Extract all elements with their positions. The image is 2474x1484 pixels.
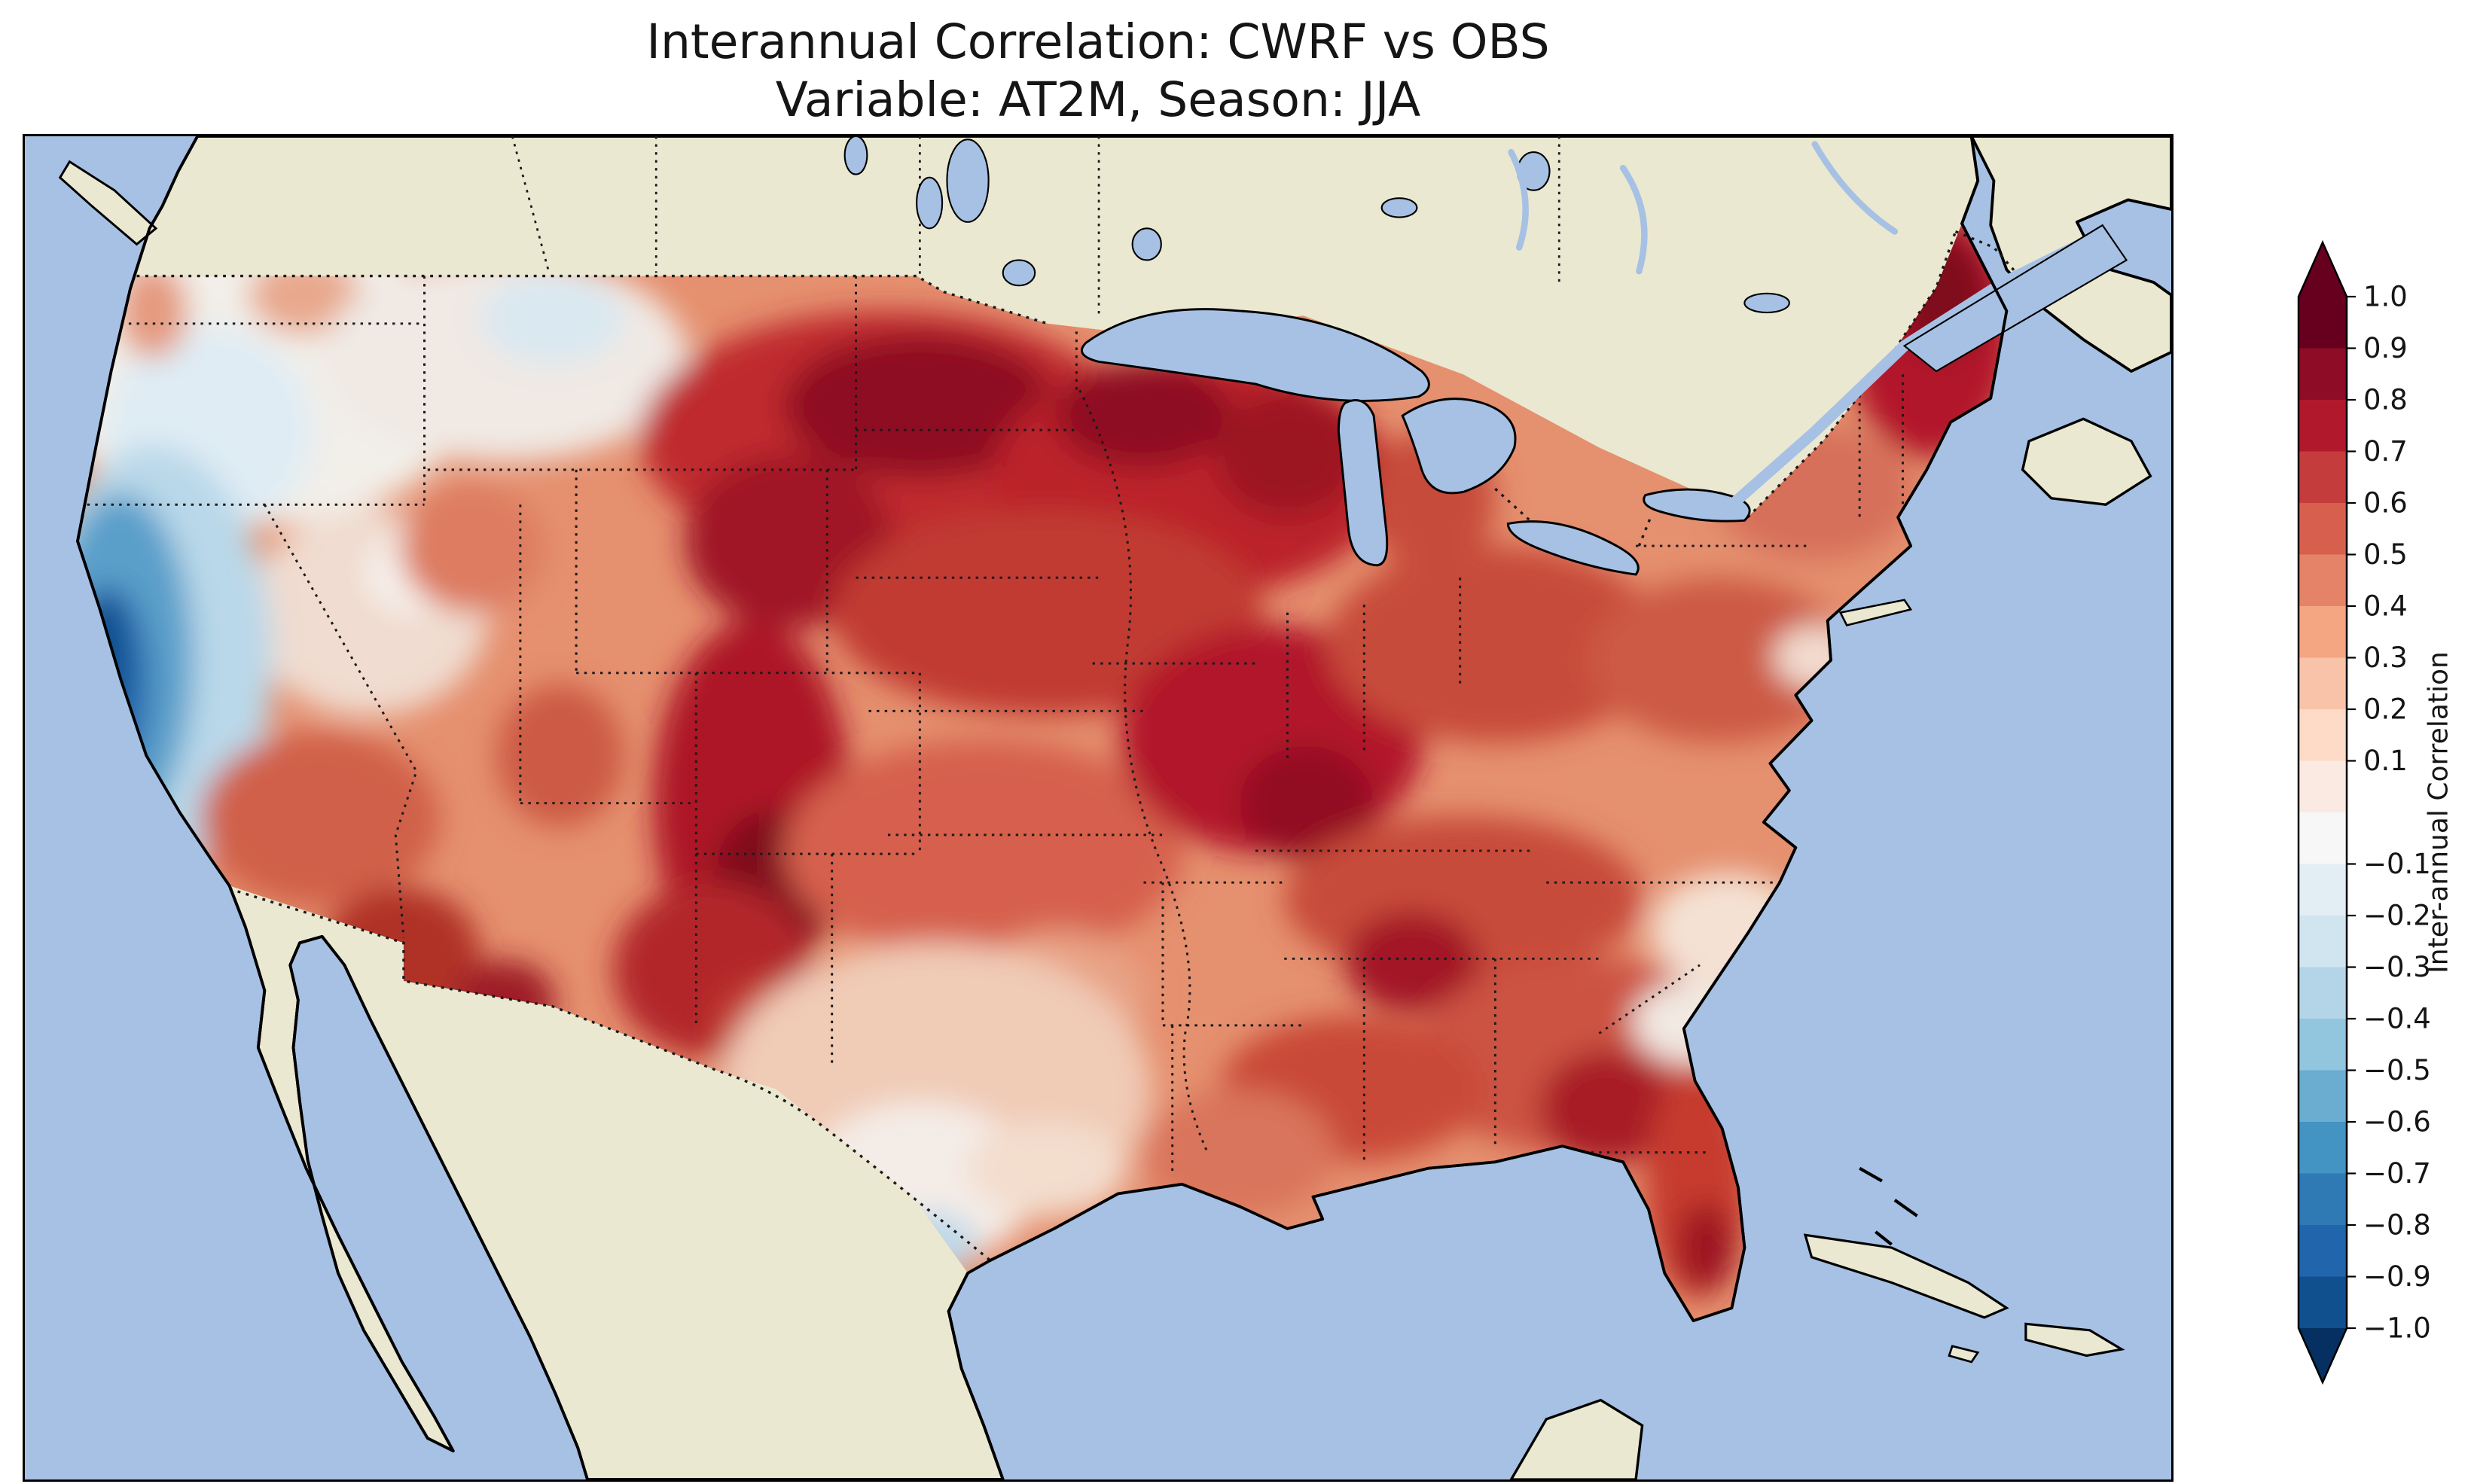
yucatan-peninsula [1509,1398,1644,1479]
colorbar-tick-label: 0.1 [2363,745,2408,777]
title-line-1: Interannual Correlation: CWRF vs OBS [646,14,1550,69]
vancouver-island [58,160,158,246]
field-blob [1588,577,1850,743]
canada-province-borders [511,136,1560,319]
cuba-island [1803,1233,2009,1319]
lake-of-the-woods [1002,259,1036,287]
colorbar-tick-label: 0.4 [2363,590,2408,623]
colorbar-tick-label: −0.2 [2363,900,2431,932]
canadian-rivers [1508,141,1899,275]
field-blob [1327,546,1664,743]
field-blob [1215,390,1359,518]
colorbar-segment [2299,348,2347,401]
colorbar-upper-arrow [2299,242,2347,297]
colorbar-ticks: 1.0 0.9 0.8 0.7 0.6 0.5 0.4 0.3 0.2 0.1 −0.1 −0.2 −0… [2347,281,2431,1345]
colorbar-tick-label: −0.1 [2363,848,2431,880]
figure-title: Interannual Correlation: CWRF vs OBS Var… [23,14,2174,130]
colorbar-tick-label: −0.5 [2363,1054,2431,1086]
colorbar-arrows [2299,242,2347,1382]
colorbar-tick-label: 1.0 [2363,281,2408,313]
field-blob [831,509,1264,716]
nova-scotia [2021,417,2152,506]
colorbar-tick-label: 0.9 [2363,332,2408,364]
colorbar-segment [2299,967,2347,1019]
colorbar-tick-label: −0.8 [2363,1209,2431,1242]
colorbar-segment [2299,400,2347,453]
canadian-lakes [843,136,1790,314]
ottawa-river-lake [1743,292,1790,314]
jamaica-island [1948,1345,1980,1364]
lake-superior [1081,308,1430,402]
colorbar-lower-arrow [2299,1328,2347,1382]
field-blob [1539,1050,1675,1166]
colorbar-segment [2299,1225,2347,1278]
colorbar-segment [2299,812,2347,865]
colorbar-axis-label: Inter-annual Correlation [2423,651,2454,974]
colorbar-tick-label: 0.2 [2363,693,2408,726]
lake-winnipeg [946,139,990,223]
field-blob [400,485,545,613]
colorbar-segment [2299,503,2347,556]
field-blob [1239,745,1374,861]
colorbar-tick-label: −0.4 [2363,1003,2431,1035]
colorbar-segment [2299,709,2347,762]
small-lake [843,136,868,175]
colorbar-segment [2299,760,2347,813]
field-blob [784,739,1184,962]
conus-correlation-map [25,136,2171,1479]
colorbar-tick-label: 0.7 [2363,435,2408,468]
field-blob [117,263,188,359]
field-blob [200,731,441,907]
lake-manitoba [916,176,944,230]
colorbar-segments [2299,297,2347,1329]
field-blob [1677,1203,1735,1293]
field-blob [1344,911,1480,1013]
colorbar-tick-label: −1.0 [2363,1312,2431,1345]
field-blob [496,684,624,827]
colorbar-tick-label: 0.3 [2363,641,2408,674]
colorbar-segment [2299,554,2347,607]
colorbar-segment [2299,916,2347,968]
lake-nipigon [1131,227,1162,261]
title-line-2: Variable: AT2M, Season: JJA [775,72,1421,127]
colorbar-tick-label: 0.8 [2363,384,2408,416]
long-island [1838,599,1913,626]
colorbar-segment [2299,1019,2347,1071]
colorbar-segment [2299,657,2347,710]
field-blob [1055,361,1232,467]
lake-michigan [1337,399,1389,567]
colorbar-tick-label: −0.9 [2363,1260,2431,1293]
colorbar-segment [2299,864,2347,916]
field-blob [1143,1089,1336,1216]
great-lakes [1081,308,1751,576]
small-lake [1380,197,1418,218]
map-panel [23,134,2174,1482]
colorbar-outline [2297,239,2348,1385]
field-blob [968,1120,1128,1216]
colorbar-tick-label: 0.6 [2363,487,2408,520]
lake-erie [1506,520,1640,576]
colorbar-segment [2299,1122,2347,1175]
colorbar-segment [2299,451,2347,504]
coastline-outline [76,136,2009,1479]
colorbar-segment [2299,1276,2347,1329]
hispaniola-island [2024,1322,2125,1358]
colorbar-segment [2299,606,2347,659]
st-lawrence-river [1722,224,2128,513]
lake-ontario [1643,488,1751,523]
colorbar-segment [2299,1070,2347,1123]
colorbar-tick-label: −0.3 [2363,951,2431,983]
bahamas-islands [1859,1166,1918,1246]
colorbar-segment [2299,297,2347,349]
field-blob [784,334,1056,478]
state-borders [79,276,1904,1177]
field-blob [480,274,624,364]
lake-huron [1401,398,1517,495]
colorbar: 1.0 0.9 0.8 0.7 0.6 0.5 0.4 0.3 0.2 0.1 −0.1 −0.2 −0… [2297,239,2431,1385]
colorbar-tick-label: −0.6 [2363,1106,2431,1138]
colorbar-tick-label: 0.5 [2363,538,2408,571]
colorbar-segment [2299,1173,2347,1226]
colorbar-tick-label: −0.7 [2363,1157,2431,1190]
